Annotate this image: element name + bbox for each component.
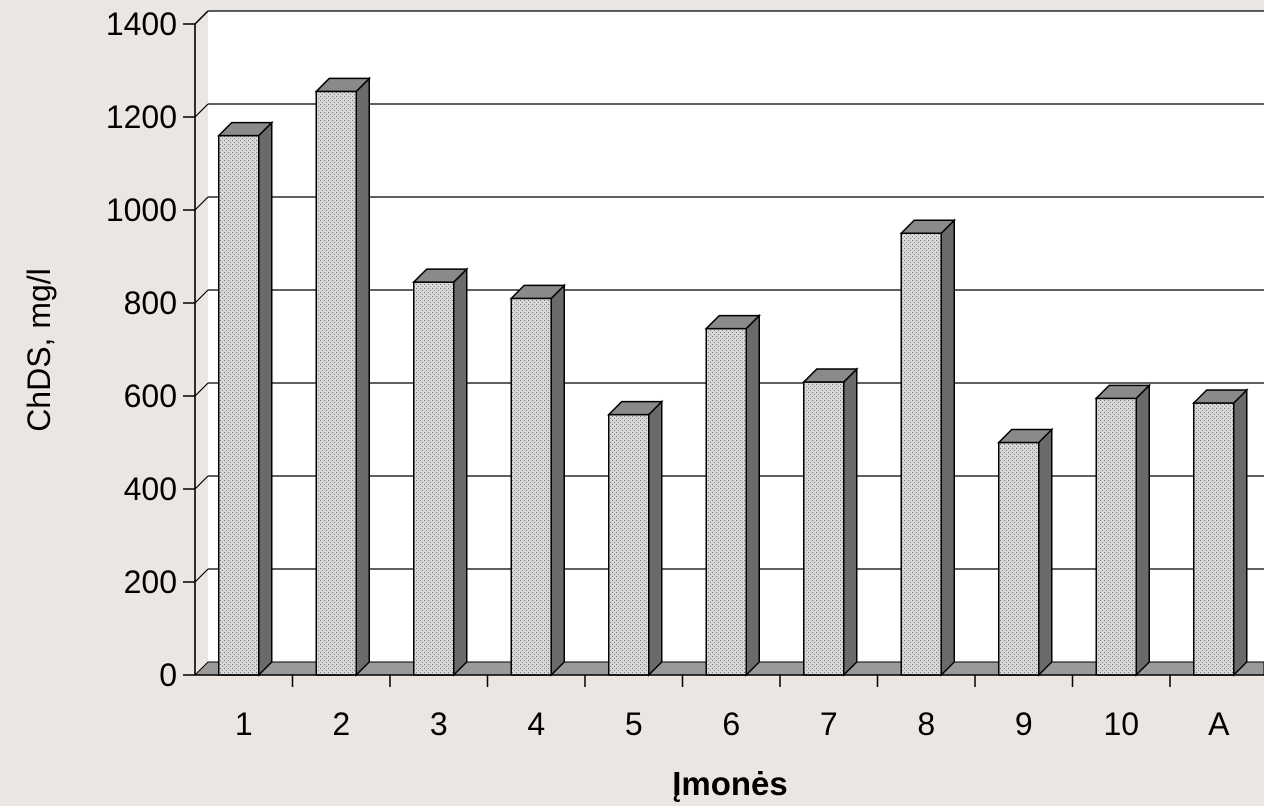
y-tick-label: 1200 (106, 99, 177, 135)
bar-front (218, 134, 260, 676)
x-axis-title: Įmonės (672, 765, 788, 802)
y-tick-label: 0 (159, 657, 177, 693)
x-tick-label: A (1208, 706, 1230, 742)
x-tick-label: 6 (722, 706, 740, 742)
bar (509, 283, 567, 677)
bar (606, 399, 664, 677)
bar (411, 267, 469, 677)
bar-top (509, 284, 567, 300)
gridline-connector (194, 475, 209, 490)
x-tick-label: 8 (917, 706, 935, 742)
bar-top (996, 428, 1054, 444)
y-tick-label: 1000 (106, 192, 177, 228)
bar (801, 367, 859, 677)
bar-side (745, 313, 760, 677)
bar-side (1233, 388, 1248, 677)
bar-front (413, 281, 455, 676)
gridline-connector (194, 382, 209, 397)
bar (996, 427, 1054, 677)
x-tick-label: 1 (235, 706, 253, 742)
bar-front (1095, 397, 1137, 676)
bar (314, 76, 372, 677)
x-tick-label: 2 (332, 706, 350, 742)
bar-top (1094, 384, 1152, 400)
x-tick-label: 9 (1015, 706, 1033, 742)
x-tick-label: 5 (625, 706, 643, 742)
bar-side (843, 367, 858, 677)
bar (704, 313, 762, 677)
bar-side (258, 120, 273, 677)
y-tick-label: 200 (124, 564, 177, 600)
bar-front (803, 381, 845, 676)
bar-front (900, 232, 942, 676)
y-axis-top-connector (194, 10, 209, 25)
bars (216, 76, 1249, 677)
bar (1191, 388, 1249, 677)
bar-side (1135, 383, 1150, 677)
x-tick-label: 10 (1103, 706, 1139, 742)
bar-side (355, 76, 370, 677)
y-axis-title: ChDS, mg/l (21, 268, 57, 432)
gridline-connector (194, 568, 209, 583)
bar-top (1191, 389, 1249, 404)
bar-top (606, 400, 664, 416)
bar-top (411, 268, 469, 283)
gridline-connector (194, 196, 209, 211)
bar-front (998, 441, 1040, 676)
gridline-connector (194, 103, 209, 118)
x-tick-label: 3 (430, 706, 448, 742)
bar-side (940, 218, 955, 677)
bar-side (550, 283, 565, 677)
bar-side (1038, 427, 1053, 677)
y-tick-label: 600 (124, 378, 177, 414)
y-tick-label: 400 (124, 471, 177, 507)
bar (899, 218, 957, 677)
bar-side (648, 399, 663, 677)
bar-top (801, 368, 859, 383)
bar-front (705, 327, 747, 676)
gridline-connector (194, 289, 209, 304)
x-tick-labels: 1 2 3 4 5 6 7 8 9 10 A (235, 675, 1230, 742)
bar-front (608, 413, 650, 676)
bar-top (216, 121, 274, 137)
y-tick-labels: 0 200 400 600 800 1000 1200 1400 (106, 6, 177, 693)
bar-front (315, 90, 357, 676)
x-tick-label: 7 (820, 706, 838, 742)
bar-side (453, 267, 468, 677)
y-tick-label: 800 (124, 285, 177, 321)
bar (216, 120, 274, 677)
bar-top (314, 77, 372, 93)
bar-top (899, 219, 957, 234)
y-tick-label: 1400 (106, 6, 177, 42)
bar (1094, 383, 1152, 677)
bar-top (704, 314, 762, 330)
bar-front (510, 297, 552, 676)
bar-front (1193, 402, 1235, 676)
axes (194, 10, 1264, 676)
x-tick-label: 4 (527, 706, 545, 742)
